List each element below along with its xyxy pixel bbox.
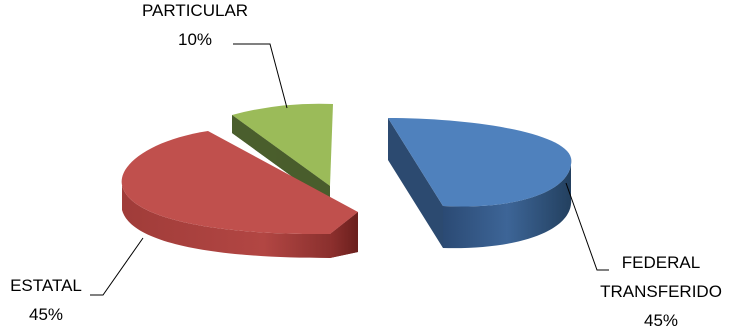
pie-slice-federal [388, 118, 572, 249]
leader-line-estatal [90, 237, 144, 296]
slice-estatal-cut [330, 212, 358, 258]
label-estatal-name: ESTATAL [10, 276, 82, 295]
slice-estatal-top [121, 131, 358, 235]
slice-estatal-side [122, 185, 358, 258]
label-particular-pct: 10% [178, 30, 212, 49]
label-federal-line2: TRANSFERIDO [600, 282, 722, 301]
pie-slice-particular [232, 103, 333, 204]
slice-federal-top [388, 118, 572, 207]
slice-particular-side [232, 115, 330, 204]
slice-particular-top [232, 103, 333, 186]
label-federal-line1: FEDERAL [622, 253, 700, 272]
label-federal-pct: 45% [644, 311, 678, 330]
slice-federal-side [443, 158, 572, 249]
label-particular-name: PARTICULAR [142, 1, 248, 20]
slice-federal-cut-face [388, 118, 443, 248]
leader-line-federal [565, 182, 609, 271]
label-estatal-pct: 45% [29, 305, 63, 324]
pie-slice-estatal [121, 131, 358, 258]
leader-line-particular [233, 43, 288, 109]
